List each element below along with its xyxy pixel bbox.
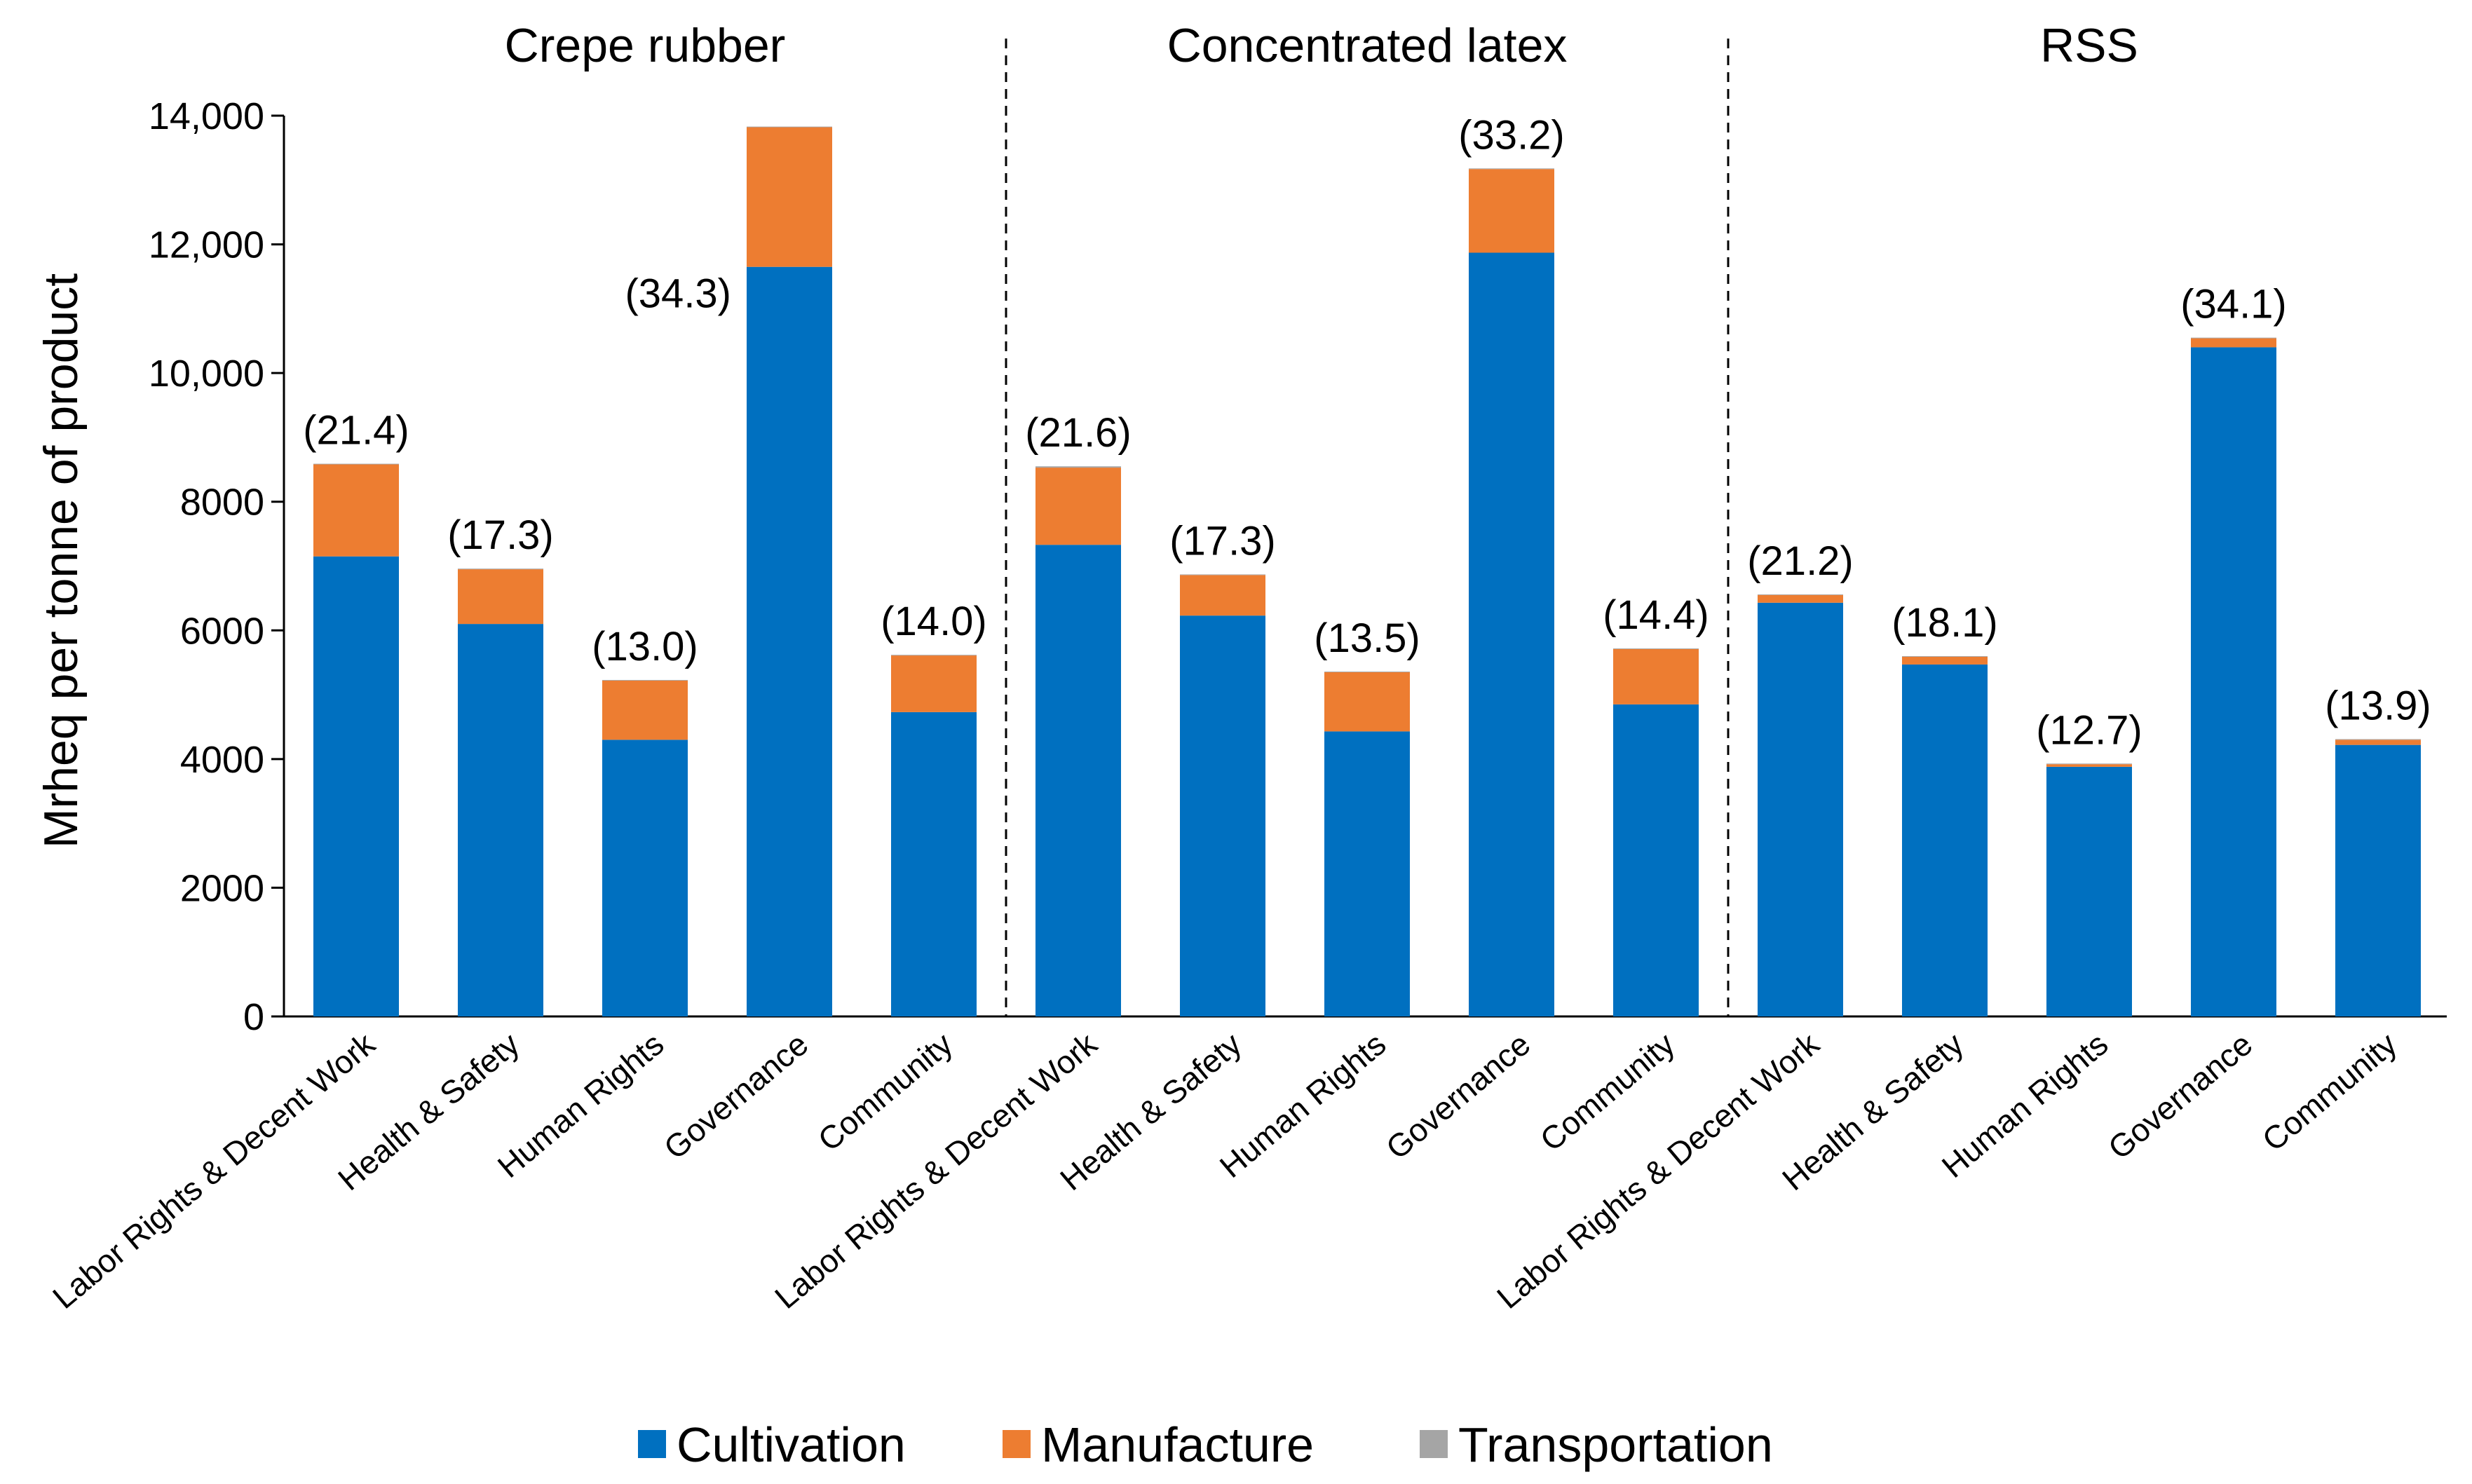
data-label: (13.0) xyxy=(592,624,698,669)
bar-cultivation xyxy=(1180,615,1265,1016)
bar-transportation xyxy=(2191,337,2276,339)
bar-cultivation xyxy=(458,624,543,1016)
legend-label-cultivation: Cultivation xyxy=(677,1417,906,1472)
y-axis-title: Mrheq per tonne of product xyxy=(34,273,88,848)
data-label: (13.5) xyxy=(1314,615,1420,661)
data-label: (14.4) xyxy=(1603,592,1709,638)
bar-cultivation xyxy=(2335,744,2421,1016)
category-label: Governance xyxy=(1379,1026,1537,1166)
category-label: Community xyxy=(1533,1026,1682,1158)
bar-manufacture xyxy=(1613,648,1699,704)
data-label: (21.2) xyxy=(1747,538,1854,584)
bar-cultivation xyxy=(1902,664,1988,1016)
data-label: (13.9) xyxy=(2325,683,2431,728)
bar-manufacture xyxy=(1180,575,1265,616)
y-tick-label: 8000 xyxy=(180,482,264,524)
legend-swatch-transportation xyxy=(1420,1430,1448,1458)
data-label: (18.1) xyxy=(1892,600,1998,646)
bar-manufacture xyxy=(747,127,832,267)
bar-manufacture xyxy=(1758,594,1843,603)
y-tick-label: 2000 xyxy=(180,867,264,909)
bar-transportation xyxy=(1902,656,1988,657)
bar-transportation xyxy=(747,126,832,128)
bar-cultivation xyxy=(747,266,832,1017)
legend-swatch-cultivation xyxy=(638,1430,666,1458)
data-label: (17.3) xyxy=(447,512,554,558)
group-title: Concentrated latex xyxy=(1167,19,1568,72)
group-title: Crepe rubber xyxy=(505,19,786,72)
bar-cultivation xyxy=(891,712,977,1016)
bar-transportation xyxy=(2335,739,2421,740)
bar-cultivation xyxy=(313,556,399,1016)
bars-layer xyxy=(313,126,2421,1017)
bar-cultivation xyxy=(1324,731,1410,1016)
bar-manufacture xyxy=(2191,338,2276,348)
y-tick-label: 12,000 xyxy=(149,224,264,266)
bar-manufacture xyxy=(313,464,399,557)
bar-manufacture xyxy=(1035,468,1121,545)
category-label: Governance xyxy=(2101,1026,2259,1166)
bar-manufacture xyxy=(891,655,977,712)
bar-transportation xyxy=(313,463,399,465)
bar-transportation xyxy=(602,679,688,681)
y-tick-label: 0 xyxy=(243,996,264,1038)
bar-cultivation xyxy=(1613,704,1699,1016)
bar-manufacture xyxy=(1324,672,1410,732)
category-label: Community xyxy=(811,1026,960,1158)
bar-manufacture xyxy=(458,569,543,625)
data-label: (12.7) xyxy=(2036,707,2142,753)
bar-manufacture xyxy=(602,680,688,740)
bar-transportation xyxy=(1180,574,1265,576)
data-label: (14.0) xyxy=(881,599,987,644)
data-label: (17.3) xyxy=(1169,518,1276,564)
legend-label-manufacture: Manufacture xyxy=(1041,1417,1314,1472)
bar-manufacture xyxy=(1469,169,1554,253)
data-label: (21.4) xyxy=(303,408,409,454)
bar-transportation xyxy=(1035,466,1121,468)
data-label: (34.3) xyxy=(625,271,731,317)
legend-swatch-manufacture xyxy=(1003,1430,1031,1458)
bar-cultivation xyxy=(1758,602,1843,1016)
category-label: Governance xyxy=(657,1026,815,1166)
legend-label-transportation: Transportation xyxy=(1458,1417,1773,1472)
bar-cultivation xyxy=(2191,347,2276,1016)
bar-manufacture xyxy=(2335,740,2421,745)
bar-manufacture xyxy=(2046,764,2132,767)
data-label: (34.1) xyxy=(2180,282,2287,327)
y-tick-label: 10,000 xyxy=(149,353,264,395)
bar-cultivation xyxy=(1469,252,1554,1017)
legend: Cultivation Manufacture Transportation xyxy=(638,1417,1773,1472)
data-label: (33.2) xyxy=(1458,112,1565,158)
group-title: RSS xyxy=(2040,19,2138,72)
bar-transportation xyxy=(1758,594,1843,595)
y-tick-label: 14,000 xyxy=(149,95,264,137)
bar-transportation xyxy=(2046,763,2132,765)
y-tick-label: 6000 xyxy=(180,610,264,652)
data-label: (21.6) xyxy=(1025,410,1132,456)
bar-manufacture xyxy=(1902,656,1988,665)
bar-cultivation xyxy=(602,740,688,1016)
bar-cultivation xyxy=(1035,545,1121,1016)
bar-cultivation xyxy=(2046,766,2132,1016)
bar-transportation xyxy=(1469,168,1554,170)
category-label: Community xyxy=(2255,1026,2404,1158)
y-tick-label: 4000 xyxy=(180,739,264,781)
bar-transportation xyxy=(1613,648,1699,649)
